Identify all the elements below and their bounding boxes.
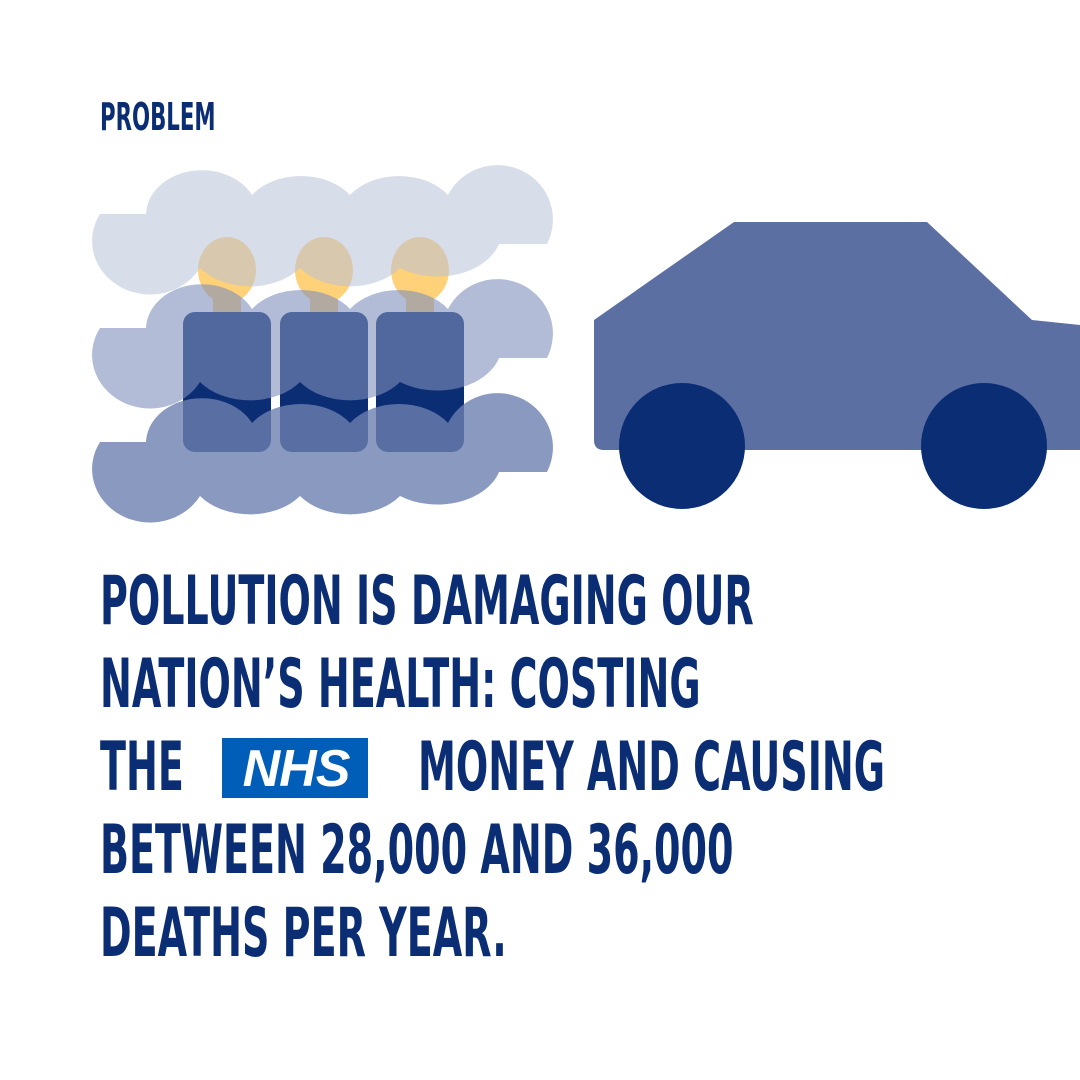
headline-line-3-end: MONEY AND CAUSING: [417, 728, 886, 807]
headline: POLLUTION IS DAMAGING OUR NATION’S HEALT…: [100, 560, 1080, 975]
headline-line-1: POLLUTION IS DAMAGING OUR: [100, 562, 754, 641]
headline-line-3-start: THE: [100, 728, 184, 807]
pollution-illustration: [92, 165, 1080, 523]
headline-line-4: BETWEEN 28,000 AND 36,000: [100, 811, 734, 890]
headline-line-2: NATION’S HEALTH: COSTING: [100, 645, 701, 724]
car-icon: [594, 222, 1080, 509]
smog-cloud-icon: [92, 165, 553, 523]
nhs-logo-icon: NHS: [222, 738, 368, 798]
headline-line-5: DEATHS PER YEAR.: [100, 894, 507, 973]
headline-line-3: THE MONEY AND CAUSING: [100, 726, 885, 809]
nhs-logo-text: NHS: [243, 740, 351, 798]
section-label: PROBLEM: [100, 95, 216, 139]
